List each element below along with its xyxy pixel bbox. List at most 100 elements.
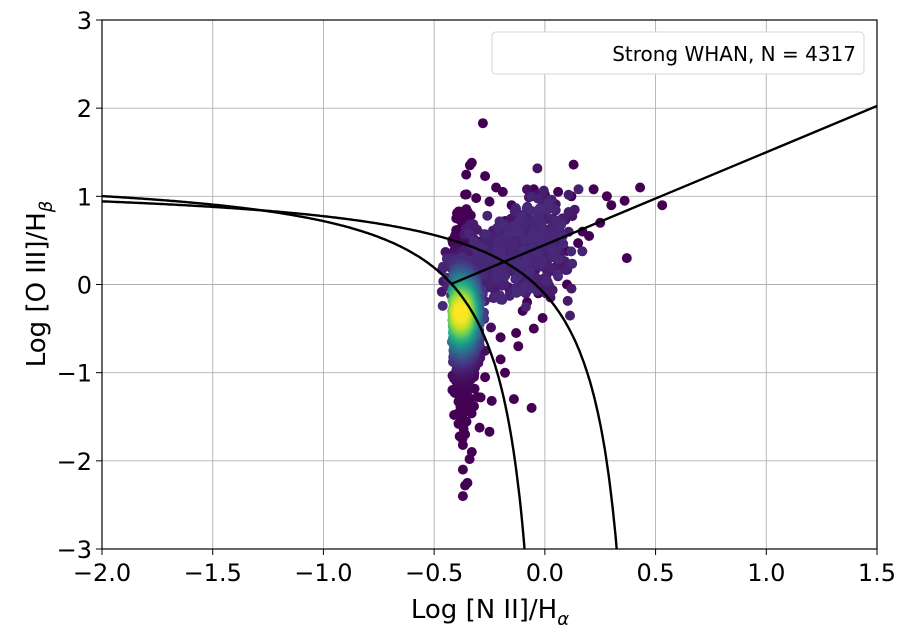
scatter-point [537, 313, 548, 323]
x-tick-labels: −2.0 −1.5 −1.0 −0.5 0.0 0.5 1.0 1.5 [73, 559, 896, 587]
x-tick-label: −1.5 [184, 559, 242, 587]
x-tick-label: −0.5 [405, 559, 463, 587]
scatter-point [460, 480, 471, 491]
scatter-point [457, 491, 468, 502]
scatter-point [527, 206, 538, 217]
scatter-point [437, 300, 448, 311]
y-tick-label: 3 [77, 7, 92, 35]
scatter-point [471, 193, 482, 204]
x-tick-label: 0.5 [636, 559, 674, 587]
scatter-point [606, 200, 617, 211]
scatter-point [499, 219, 510, 230]
x-axis-label: Log [N II]/Hα [411, 595, 569, 630]
y-tick-label: 0 [77, 272, 92, 300]
scatter-point [532, 163, 543, 174]
scatter-point [510, 274, 521, 285]
scatter-point [528, 232, 539, 243]
scatter-point [520, 302, 531, 312]
scatter-point [480, 229, 491, 240]
scatter-point [521, 254, 532, 265]
scatter-points [436, 118, 668, 502]
scatter-point [474, 422, 485, 433]
scatter-point [566, 283, 577, 294]
scatter-point [534, 203, 545, 214]
scatter-point [547, 245, 558, 256]
kauffmann-curve [102, 194, 526, 549]
scatter-point [495, 332, 506, 343]
scatter-point [619, 195, 630, 206]
scatter-point [526, 402, 537, 413]
scatter-point [461, 189, 472, 200]
scatter-point [486, 322, 496, 333]
scatter-point [484, 426, 495, 437]
scatter-point [601, 191, 612, 202]
scatter-point [657, 200, 668, 211]
scatter-point [555, 220, 565, 231]
scatter-point [526, 191, 537, 202]
legend-box [491, 31, 865, 75]
scatter-point [461, 169, 472, 180]
scatter-point [464, 454, 475, 465]
scatter-point [566, 246, 577, 257]
x-tick-label: 0.0 [526, 559, 564, 587]
y-axis-label: Log [O III]/Hβ [22, 201, 57, 368]
scatter-point [457, 464, 468, 475]
x-tick-label: 1.5 [858, 559, 896, 587]
x-tick-label: −2.0 [73, 559, 131, 587]
scatter-point [452, 208, 462, 219]
scatter-point [558, 238, 569, 249]
scatter-point [455, 308, 466, 318]
scatter-point [509, 206, 520, 217]
scatter-point [509, 220, 520, 231]
x-tick-label: −1.0 [294, 559, 352, 587]
scatter-point [552, 269, 563, 280]
scatter-point [553, 186, 564, 197]
y-tick-label: −2 [57, 448, 92, 476]
y-tick-labels: −3 −2 −1 0 1 2 3 [57, 7, 92, 564]
scatter-point [563, 189, 574, 200]
scatter-point [512, 258, 523, 269]
scatter-point [533, 193, 544, 204]
scatter-point [511, 287, 522, 298]
scatter-point [497, 186, 508, 197]
scatter-point [477, 118, 488, 129]
scatter-point [635, 182, 646, 193]
scatter-point [480, 171, 491, 182]
scatter-point [464, 160, 475, 171]
x-tick-label: 1.0 [747, 559, 785, 587]
scatter-point [565, 310, 575, 321]
scatter-point [573, 238, 584, 249]
scatter-point [588, 184, 599, 195]
scatter-point [536, 218, 547, 229]
scatter-point [549, 204, 560, 215]
scatter-point [538, 185, 549, 196]
kewley-curve [102, 200, 618, 549]
scatter-point [545, 287, 556, 298]
scatter-point [500, 367, 510, 378]
scatter-point [573, 184, 584, 195]
scatter-point [454, 431, 465, 442]
legend: Strong WHAN, N = 4317 [491, 31, 865, 75]
scatter-point [567, 258, 578, 269]
scatter-point [486, 395, 497, 406]
scatter-point [541, 276, 552, 287]
scatter-point [508, 237, 519, 248]
scatter-point [494, 290, 505, 301]
scatter-point [511, 328, 522, 338]
scatter-point [468, 219, 479, 230]
scatter-point [563, 207, 574, 217]
scatter-point [568, 159, 579, 170]
scatter-point [528, 323, 539, 334]
scatter-point [508, 394, 519, 405]
tick-marks [96, 19, 878, 555]
scatter-point [545, 263, 556, 274]
scatter-point [467, 401, 478, 412]
scatter-point [463, 228, 474, 239]
scatter-point [524, 266, 535, 277]
scatter-point [503, 229, 513, 240]
seyfert-liner-line [451, 104, 877, 285]
scatter-point [480, 372, 491, 383]
scatter-point [495, 354, 506, 365]
scatter-point [491, 268, 502, 279]
